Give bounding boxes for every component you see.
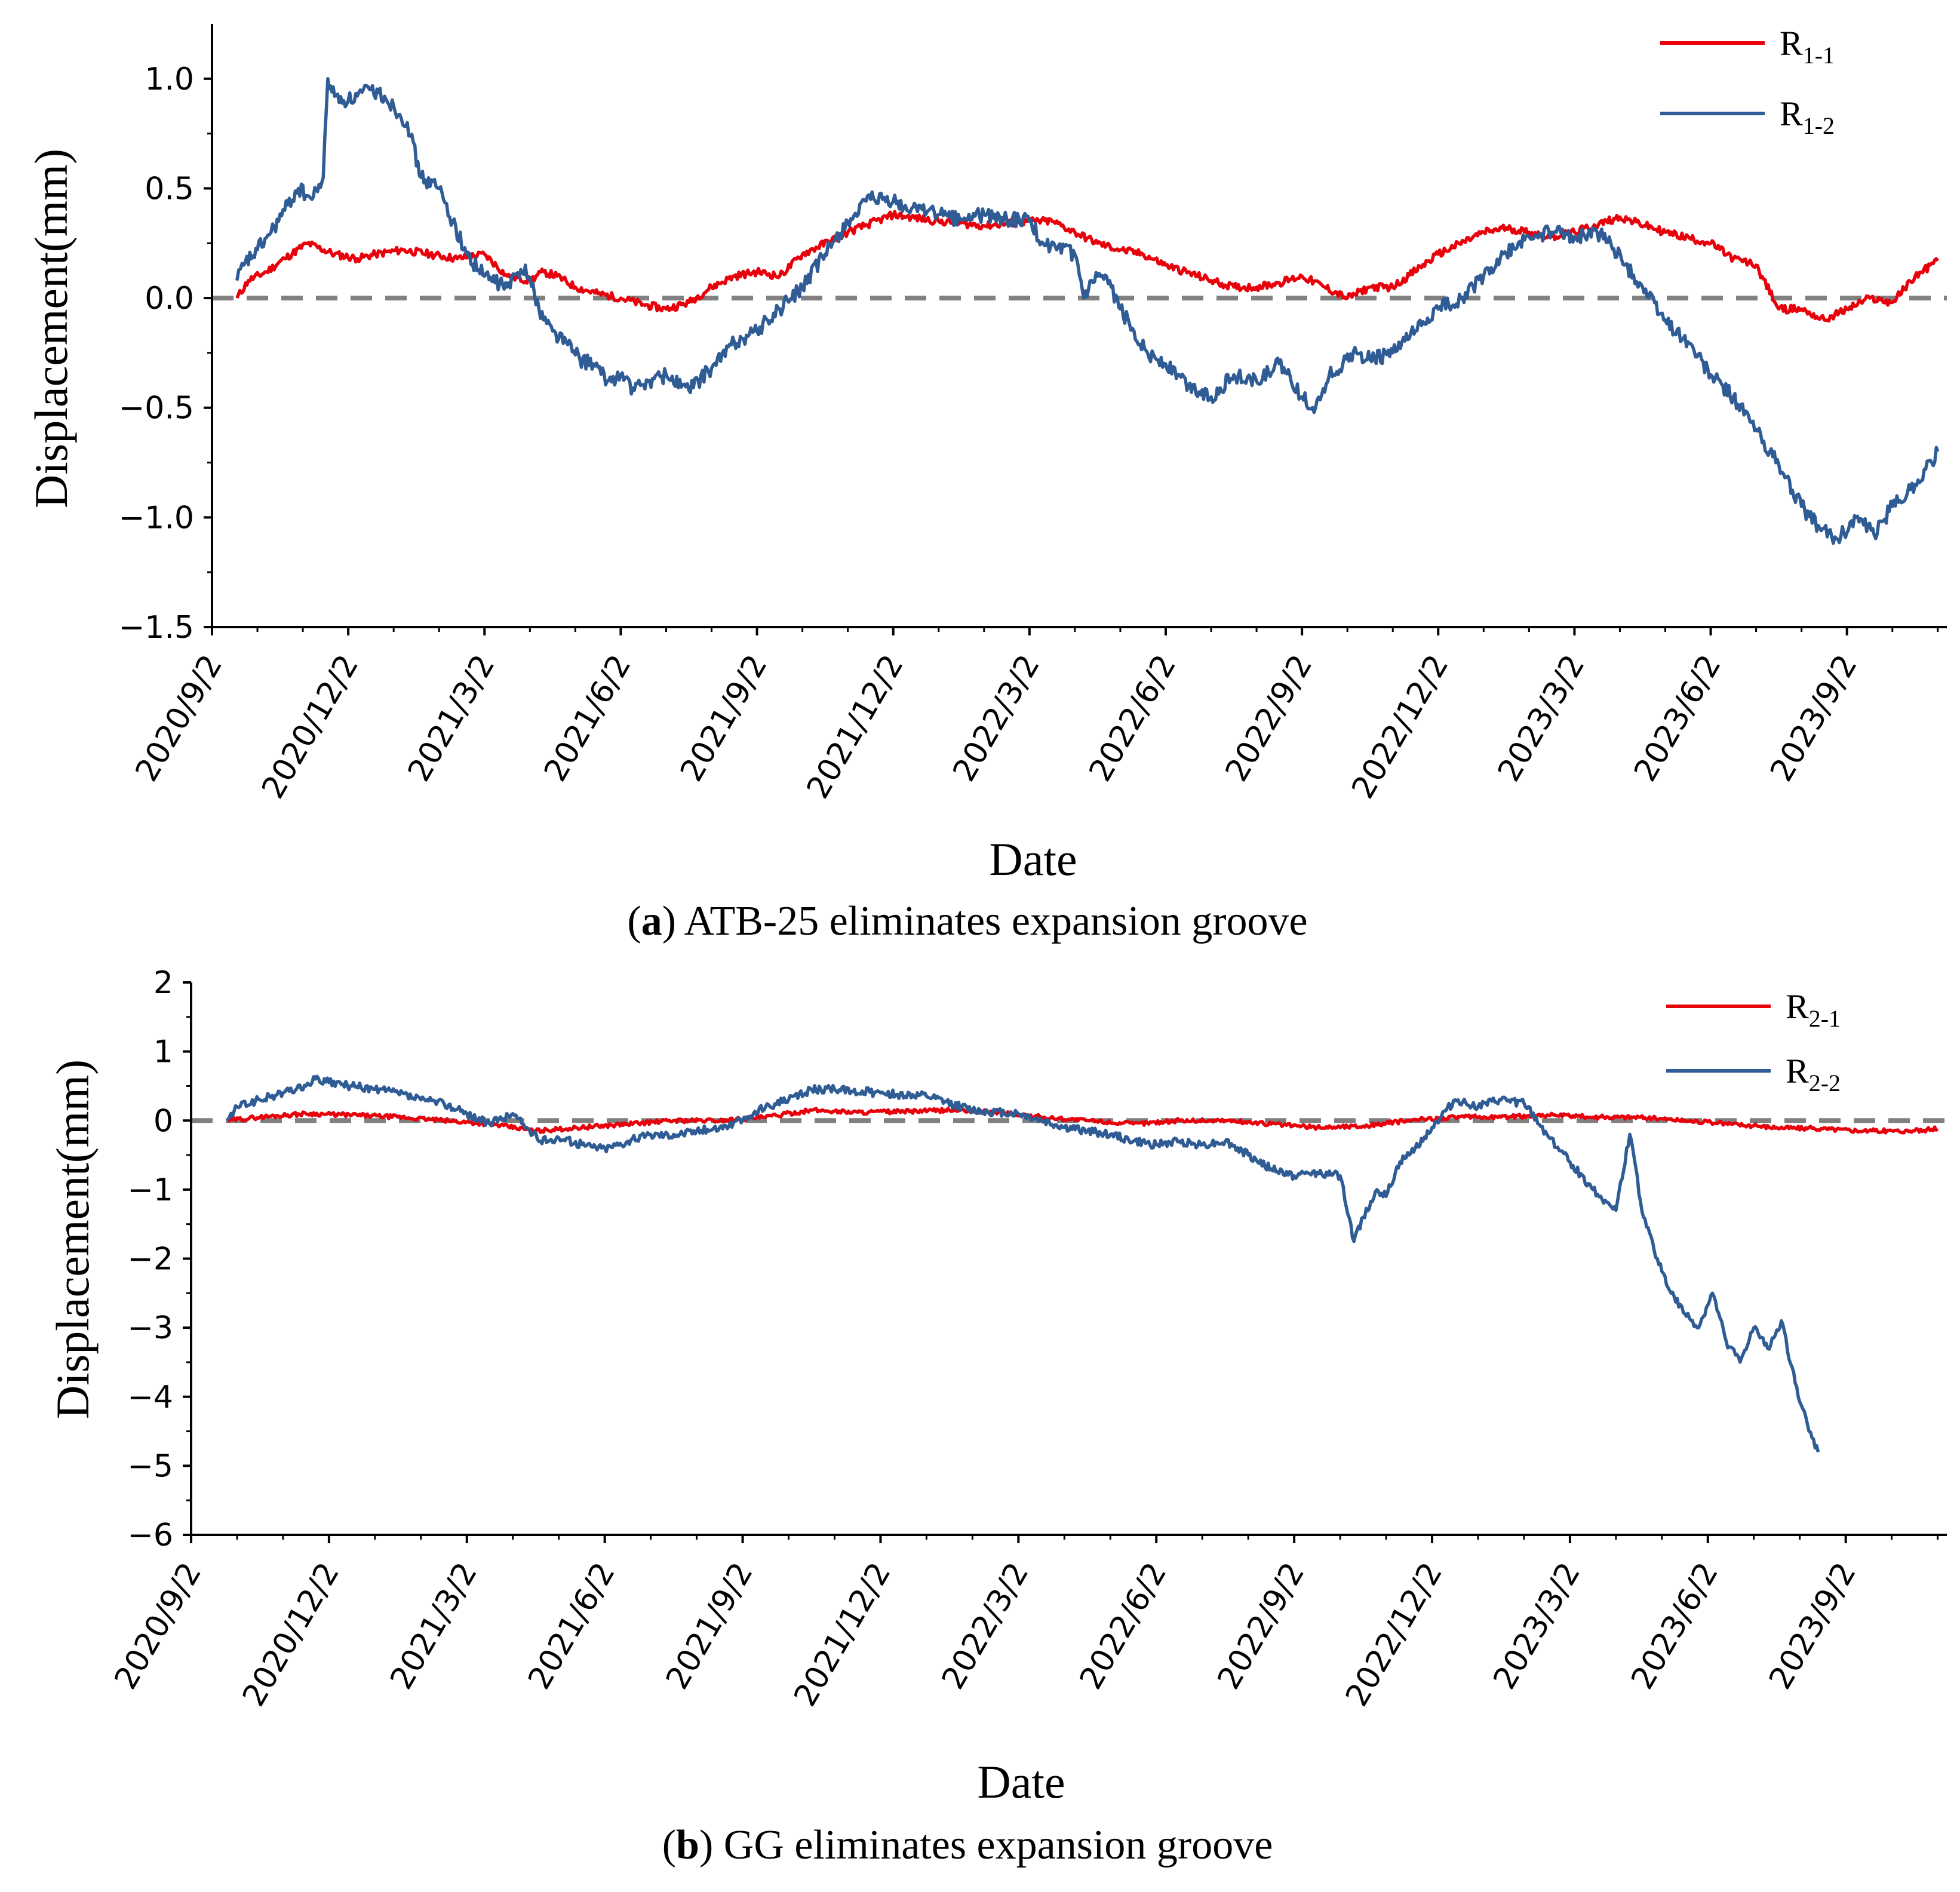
x-tick-label: 2020/9/2 xyxy=(108,1557,209,1696)
legend-label-1-2: R1-2 xyxy=(1780,94,1835,139)
caption-b-label: b xyxy=(676,1822,699,1868)
x-tick-label: 2023/6/2 xyxy=(1624,1557,1725,1696)
y-tick-label: −5 xyxy=(127,1448,173,1484)
x-tick-label: 2023/6/2 xyxy=(1627,649,1728,788)
y-tick-labels-b: −6 −5 −4 −3 −2 −1 0 1 2 xyxy=(127,965,173,1553)
x-tick-label: 2022/3/2 xyxy=(946,649,1047,788)
series-line-1-1 xyxy=(235,210,1939,323)
x-tick-label: 2021/12/2 xyxy=(800,649,911,805)
y-tick-label: −3 xyxy=(127,1310,173,1346)
y-tick-label: 1.0 xyxy=(145,62,194,97)
series-line-2-2 xyxy=(226,1074,1820,1452)
x-axis-title-a: Date xyxy=(989,833,1077,885)
x-tick-label: 2022/6/2 xyxy=(1083,649,1184,788)
x-tick-labels-a: 2020/9/2 2020/12/2 2021/3/2 2021/6/2 2021/9/… xyxy=(129,649,1864,805)
x-tick-label: 2021/9/2 xyxy=(674,649,775,788)
y-tick-label: 0.0 xyxy=(145,281,194,317)
y-tick-label: 2 xyxy=(153,965,173,1001)
caption-b: (b) GG eliminates expansion groove xyxy=(662,1822,1273,1868)
x-tick-label: 2021/9/2 xyxy=(659,1557,760,1696)
chart-panel-b: 2020/9/2 2020/12/2 2021/3/2 2021/6/2 2021/9/… xyxy=(47,965,1947,1868)
y-tick-label: −4 xyxy=(127,1380,173,1415)
axes-b xyxy=(183,981,1947,1543)
series-lines-b xyxy=(226,1074,1939,1452)
x-tick-label: 2022/6/2 xyxy=(1073,1557,1174,1696)
caption-b-text: GG eliminates expansion groove xyxy=(724,1822,1273,1868)
x-tick-label: 2023/3/2 xyxy=(1491,649,1592,788)
x-tick-label: 2021/3/2 xyxy=(401,649,502,788)
y-tick-label: −1 xyxy=(127,1172,173,1208)
y-tick-label: −6 xyxy=(127,1518,173,1553)
x-tick-label: 2023/9/2 xyxy=(1764,649,1864,788)
caption-a-label: a xyxy=(641,898,662,944)
y-axis-title-a: Displacement(mm) xyxy=(25,149,77,508)
x-axis-title-b: Date xyxy=(977,1756,1065,1808)
x-tick-label: 2022/12/2 xyxy=(1345,649,1455,805)
y-tick-label: −0.5 xyxy=(119,391,194,426)
x-tick-label: 2021/6/2 xyxy=(537,649,638,788)
x-tick-labels-b: 2020/9/2 2020/12/2 2021/3/2 2021/6/2 2021/9/… xyxy=(108,1557,1863,1713)
x-tick-label: 2020/12/2 xyxy=(255,649,365,805)
series-line-2-1 xyxy=(227,1107,1939,1135)
y-tick-labels-a: −1.5 −1.0 −0.5 0.0 0.5 1.0 xyxy=(119,62,194,646)
x-tick-label: 2023/3/2 xyxy=(1486,1557,1587,1696)
y-tick-label: 1 xyxy=(153,1034,173,1070)
legend-label-1-1: R1-1 xyxy=(1780,24,1835,69)
axes-a xyxy=(204,24,1947,635)
caption-a: (a) ATB-25 eliminates expansion groove xyxy=(627,898,1307,944)
legend-a: R1-1 R1-2 xyxy=(1660,24,1835,139)
y-tick-label: −1.0 xyxy=(119,500,194,536)
y-tick-label: −1.5 xyxy=(119,610,194,646)
x-tick-label: 2021/6/2 xyxy=(521,1557,622,1696)
series-line-1-2 xyxy=(235,77,1940,545)
x-tick-label: 2022/12/2 xyxy=(1339,1557,1449,1713)
x-tick-label: 2020/12/2 xyxy=(236,1557,346,1713)
x-tick-label: 2022/9/2 xyxy=(1211,1557,1312,1696)
chart-panel-a: 2020/9/2 2020/12/2 2021/3/2 2021/6/2 2021/9/… xyxy=(25,24,1947,944)
x-tick-label: 2021/3/2 xyxy=(383,1557,484,1696)
legend-b: R2-1 R2-2 xyxy=(1666,987,1841,1096)
caption-a-text: ATB-25 eliminates expansion groove xyxy=(684,898,1308,944)
x-tick-label: 2022/3/2 xyxy=(935,1557,1036,1696)
x-tick-label: 2022/9/2 xyxy=(1219,649,1320,788)
legend-label-2-1: R2-1 xyxy=(1786,987,1841,1032)
x-tick-label: 2023/9/2 xyxy=(1762,1557,1863,1696)
y-axis-title-b: Displacement(mm) xyxy=(47,1059,99,1419)
x-tick-label: 2021/12/2 xyxy=(787,1557,898,1713)
series-lines-a xyxy=(235,77,1940,545)
y-tick-label: 0 xyxy=(153,1103,173,1139)
y-tick-label: −2 xyxy=(127,1242,173,1277)
y-tick-label: 0.5 xyxy=(145,171,194,207)
x-tick-label: 2020/9/2 xyxy=(129,649,230,788)
legend-label-2-2: R2-2 xyxy=(1786,1052,1841,1096)
